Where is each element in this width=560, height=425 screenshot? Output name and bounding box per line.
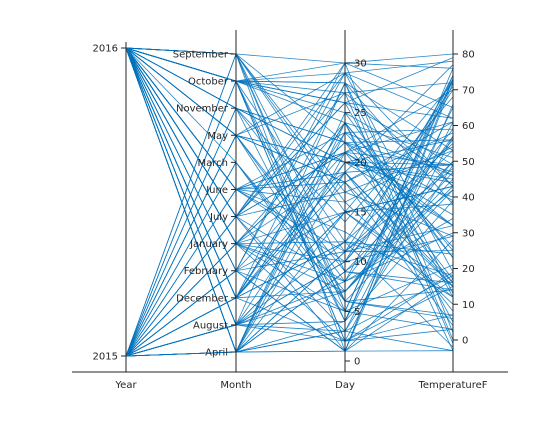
tick-label-day-0: 0 <box>354 357 360 368</box>
tick-label-month-july: July <box>209 212 228 223</box>
tick-label-day-25: 25 <box>354 108 367 119</box>
axis-label-month: Month <box>220 380 251 391</box>
tick-label-month-june: June <box>205 185 228 196</box>
data-line <box>125 47 454 326</box>
tick-label-day-30: 30 <box>354 59 367 70</box>
tick-label-day-15: 15 <box>354 208 367 219</box>
data-line <box>125 47 454 173</box>
tick-label-temp-0: 0 <box>462 336 468 347</box>
data-line <box>125 72 454 357</box>
data-line <box>125 92 454 357</box>
axis-label-year: Year <box>114 380 137 391</box>
data-line <box>125 324 454 357</box>
data-line <box>125 80 454 357</box>
tick-label-month-august: August <box>193 320 228 331</box>
tick-label-temp-70: 70 <box>462 85 475 96</box>
tick-label-temp-80: 80 <box>462 50 475 61</box>
tick-label-temp-60: 60 <box>462 121 475 132</box>
data-line <box>125 128 454 357</box>
tick-label-temp-20: 20 <box>462 264 475 275</box>
data-line <box>125 47 454 272</box>
tick-label-temp-50: 50 <box>462 157 475 168</box>
data-line <box>125 47 454 190</box>
axis-label-day: Day <box>335 380 355 391</box>
tick-label-year-2015: 2015 <box>93 352 118 363</box>
axis-label-temperaturef: TemperatureF <box>417 380 487 391</box>
tick-label-month-april: April <box>205 348 228 359</box>
tick-label-month-september: September <box>173 50 229 61</box>
data-line <box>125 47 454 237</box>
data-line <box>125 47 454 273</box>
axes-layer: 20152016AprilAugustDecemberFebruaryJanua… <box>72 30 508 391</box>
tick-label-day-5: 5 <box>354 307 360 318</box>
data-line <box>125 92 454 357</box>
tick-label-day-20: 20 <box>354 158 367 169</box>
data-line <box>125 107 454 357</box>
tick-label-temp-10: 10 <box>462 300 475 311</box>
data-line <box>125 47 454 299</box>
data-line <box>125 103 454 357</box>
data-lines-layer <box>125 47 454 357</box>
data-line <box>125 211 454 357</box>
tick-label-month-january: January <box>189 239 228 250</box>
tick-label-day-10: 10 <box>354 257 367 268</box>
tick-label-month-march: March <box>198 158 228 169</box>
tick-label-month-may: May <box>207 131 228 142</box>
tick-label-temp-30: 30 <box>462 228 475 239</box>
tick-label-year-2016: 2016 <box>93 44 118 55</box>
data-line <box>125 47 454 354</box>
tick-label-temp-40: 40 <box>462 193 475 204</box>
tick-label-month-february: February <box>184 266 228 277</box>
data-line <box>125 161 454 357</box>
data-line <box>125 161 454 357</box>
data-line <box>125 47 454 326</box>
tick-label-month-december: December <box>176 293 229 304</box>
tick-label-month-november: November <box>176 104 229 115</box>
tick-label-month-october: October <box>188 77 229 88</box>
data-line <box>125 47 454 245</box>
